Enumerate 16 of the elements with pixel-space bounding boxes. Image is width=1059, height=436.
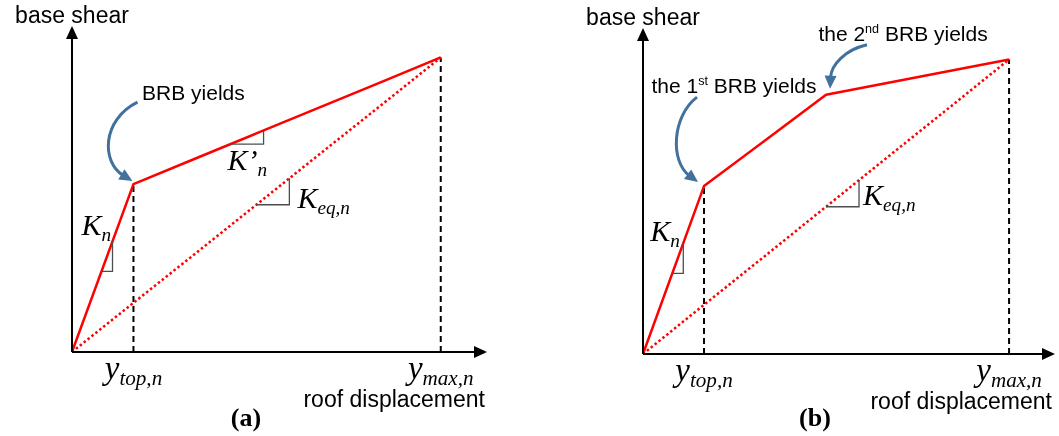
y-axis-title: base shear [15, 2, 130, 28]
text: (b) [799, 403, 831, 432]
x-tick-label: y$_{max,n}$ [404, 350, 474, 391]
x-tick-label: y$_{top,n}$ [101, 350, 163, 391]
annotation: K$_{eq,n}$ [862, 177, 916, 215]
annotation: K$_{n}$ [649, 214, 680, 252]
annotation: K’$_{n}$ [226, 143, 268, 180]
x-tick-label: y$_{top,n}$ [672, 352, 733, 393]
annotation: K$_{n}$ [80, 208, 112, 246]
annotation: the 1$^{st}$ BRB yields [651, 74, 817, 98]
text: (a) [230, 403, 262, 432]
x-tick-label: y$_{max,n}$ [973, 352, 1042, 393]
y-axis-title: base shear [586, 4, 701, 30]
annotation: BRB yields [142, 81, 245, 105]
annotation: K$_{eq,n}$ [296, 180, 350, 218]
text: the 2$^{nd}$ BRB yields [818, 21, 988, 45]
